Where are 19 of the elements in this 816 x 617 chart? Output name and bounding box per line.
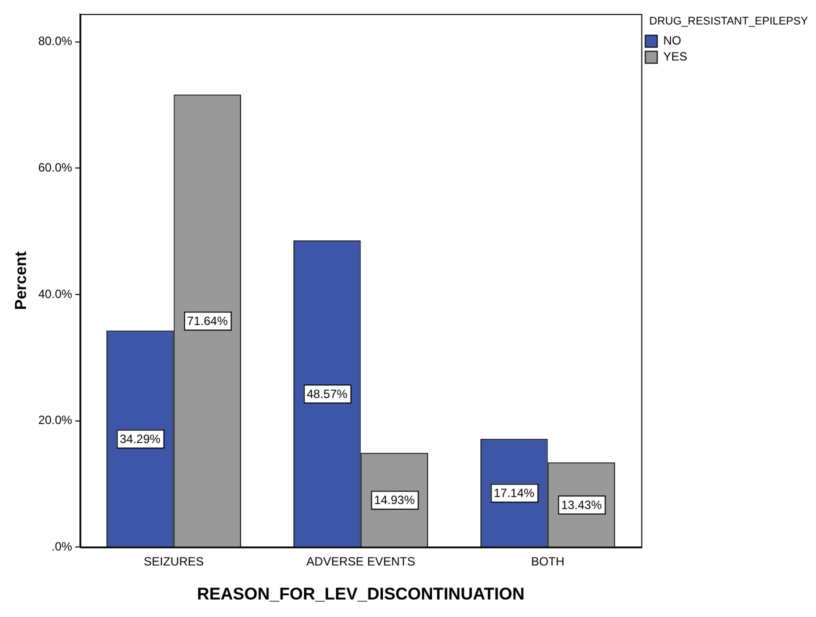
y-tick-label: 40.0% [38, 286, 73, 301]
data-label: 14.93% [374, 493, 416, 508]
legend-label: YES [663, 50, 688, 64]
data-label: 17.14% [494, 486, 535, 500]
y-tick-label: 80.0% [38, 34, 73, 48]
legend-label: NO [663, 34, 682, 48]
data-label: 34.29% [120, 432, 161, 446]
y-tick-label: 20.0% [38, 413, 73, 428]
y-axis-title: Percent [13, 250, 30, 310]
x-tick-label: BOTH [531, 554, 564, 569]
data-label: 71.64% [187, 314, 228, 328]
y-tick-label: 60.0% [38, 160, 73, 174]
y-tick-label: .0% [52, 540, 73, 554]
x-tick-label: SEIZURES [144, 554, 204, 569]
data-label: 13.43% [561, 498, 602, 512]
legend-title: DRUG_RESISTANT_EPILEPSY [649, 16, 809, 28]
x-tick-label: ADVERSE EVENTS [306, 554, 416, 569]
data-label: 48.57% [306, 386, 348, 401]
x-axis-title: REASON_FOR_LEV_DISCONTINUATION [197, 584, 524, 604]
